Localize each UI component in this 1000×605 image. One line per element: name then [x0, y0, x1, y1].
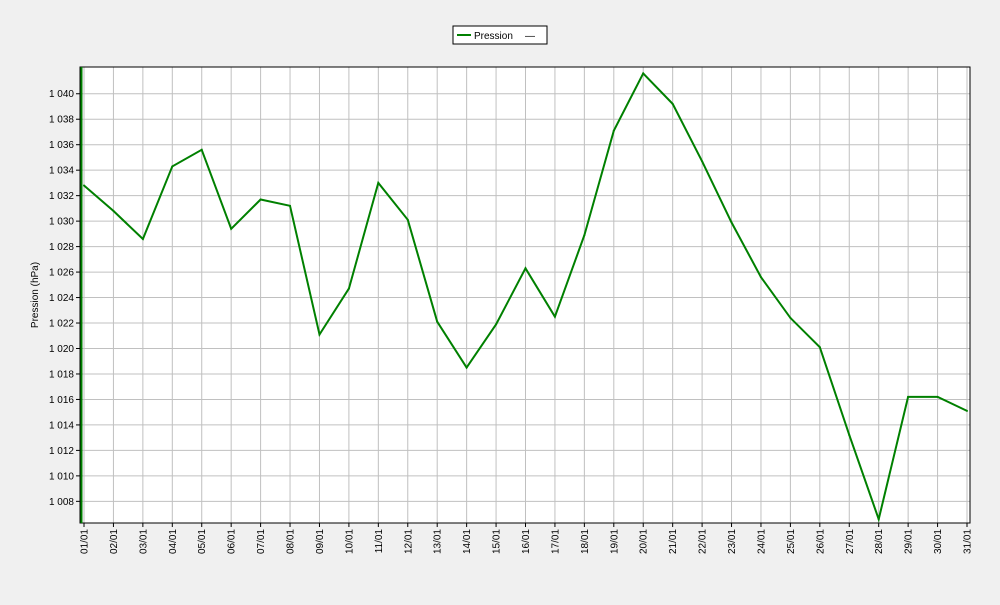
grid — [80, 67, 970, 523]
x-tick-label: 13/01 — [433, 529, 444, 554]
y-tick-label: 1 018 — [49, 369, 74, 380]
data-point — [789, 316, 792, 319]
x-tick-label: 03/01 — [138, 529, 149, 554]
legend-extra-symbol: — — [525, 31, 535, 42]
y-tick-label: 1 040 — [49, 89, 74, 100]
data-point — [83, 184, 85, 187]
x-tick-label: 22/01 — [698, 529, 709, 554]
x-axis-ticks: 01/01 02/01 03/01 04/01 05/01 06/01 07/01 08/01… — [80, 523, 974, 554]
data-point — [701, 160, 704, 163]
data-point — [730, 221, 733, 224]
data-point — [112, 209, 115, 212]
x-tick-label: 02/01 — [109, 529, 120, 554]
legend-box — [452, 25, 548, 45]
x-tick-label: 01/01 — [80, 529, 91, 554]
y-tick-label: 1 012 — [49, 446, 74, 457]
y-axis-label: Pression (hPa) — [30, 262, 41, 328]
x-tick-label: 23/01 — [727, 529, 738, 554]
legend-label: Pression — [474, 31, 513, 42]
data-point — [406, 218, 409, 221]
data-point — [818, 346, 821, 349]
data-point — [465, 366, 468, 369]
x-tick-label: 05/01 — [197, 529, 208, 554]
x-tick-label: 29/01 — [904, 529, 915, 554]
x-tick-label: 18/01 — [580, 529, 591, 554]
data-point — [436, 320, 439, 323]
x-tick-label: 28/01 — [874, 529, 885, 554]
y-tick-label: 1 030 — [49, 217, 74, 228]
x-tick-label: 11/01 — [374, 529, 385, 554]
data-point — [230, 227, 233, 230]
x-tick-label: 14/01 — [462, 529, 473, 554]
y-tick-label: 1 020 — [49, 344, 74, 355]
legend[interactable]: Pression — — [452, 25, 548, 45]
data-point — [377, 181, 380, 184]
data-point — [347, 287, 350, 290]
data-point — [671, 102, 674, 105]
y-tick-label: 1 028 — [49, 242, 74, 253]
x-tick-label: 08/01 — [286, 529, 297, 554]
y-tick-label: 1 022 — [49, 319, 74, 330]
x-tick-label: 10/01 — [344, 529, 355, 554]
data-point — [495, 323, 498, 326]
data-point — [966, 409, 968, 412]
x-tick-label: 07/01 — [256, 529, 267, 554]
data-point — [259, 198, 262, 201]
x-tick-label: 16/01 — [521, 529, 532, 554]
x-tick-label: 31/01 — [963, 529, 974, 554]
y-axis-ticks: 1 008 1 010 1 012 1 014 1 016 1 018 1 020 1 022… — [49, 89, 80, 508]
y-tick-label: 1 010 — [49, 471, 74, 482]
data-point — [583, 234, 586, 237]
x-tick-label: 24/01 — [756, 529, 767, 554]
data-point — [141, 237, 144, 240]
data-point — [848, 434, 851, 437]
y-tick-label: 1 014 — [49, 420, 74, 431]
y-tick-label: 1 016 — [49, 395, 74, 406]
data-point — [936, 395, 939, 398]
y-tick-label: 1 024 — [49, 293, 74, 304]
x-tick-label: 09/01 — [315, 529, 326, 554]
y-tick-label: 1 026 — [49, 268, 74, 279]
data-point — [200, 148, 203, 151]
x-tick-label: 12/01 — [403, 529, 414, 554]
x-tick-label: 27/01 — [845, 529, 856, 554]
x-tick-label: 15/01 — [492, 529, 503, 554]
data-point — [877, 518, 880, 521]
y-tick-label: 1 008 — [49, 497, 74, 508]
data-point — [289, 204, 292, 207]
x-tick-label: 19/01 — [609, 529, 620, 554]
data-point — [612, 129, 615, 132]
x-tick-label: 06/01 — [227, 529, 238, 554]
data-point — [907, 395, 910, 398]
data-point — [642, 72, 645, 75]
y-tick-label: 1 032 — [49, 191, 74, 202]
data-point — [318, 333, 321, 336]
x-tick-label: 04/01 — [168, 529, 179, 554]
series-group — [83, 71, 968, 523]
y-tick-label: 1 036 — [49, 140, 74, 151]
data-point — [524, 267, 527, 270]
x-tick-label: 17/01 — [550, 529, 561, 554]
data-point — [171, 165, 174, 168]
data-point — [759, 276, 762, 279]
x-tick-label: 30/01 — [933, 529, 944, 554]
y-tick-label: 1 034 — [49, 166, 74, 177]
x-tick-label: 25/01 — [786, 529, 797, 554]
y-tick-label: 1 038 — [49, 115, 74, 126]
x-tick-label: 21/01 — [668, 529, 679, 554]
x-tick-label: 20/01 — [639, 529, 650, 554]
data-point — [553, 315, 556, 318]
x-tick-label: 26/01 — [815, 529, 826, 554]
